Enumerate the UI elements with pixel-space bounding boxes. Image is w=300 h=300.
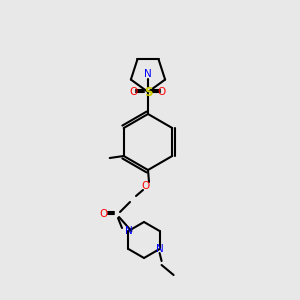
Text: O: O <box>142 181 150 191</box>
Text: O: O <box>100 209 108 219</box>
Text: O: O <box>158 87 166 97</box>
Text: N: N <box>124 226 132 236</box>
Text: N: N <box>156 244 164 254</box>
Text: N: N <box>144 69 152 79</box>
Text: S: S <box>144 85 152 98</box>
Text: O: O <box>130 87 138 97</box>
